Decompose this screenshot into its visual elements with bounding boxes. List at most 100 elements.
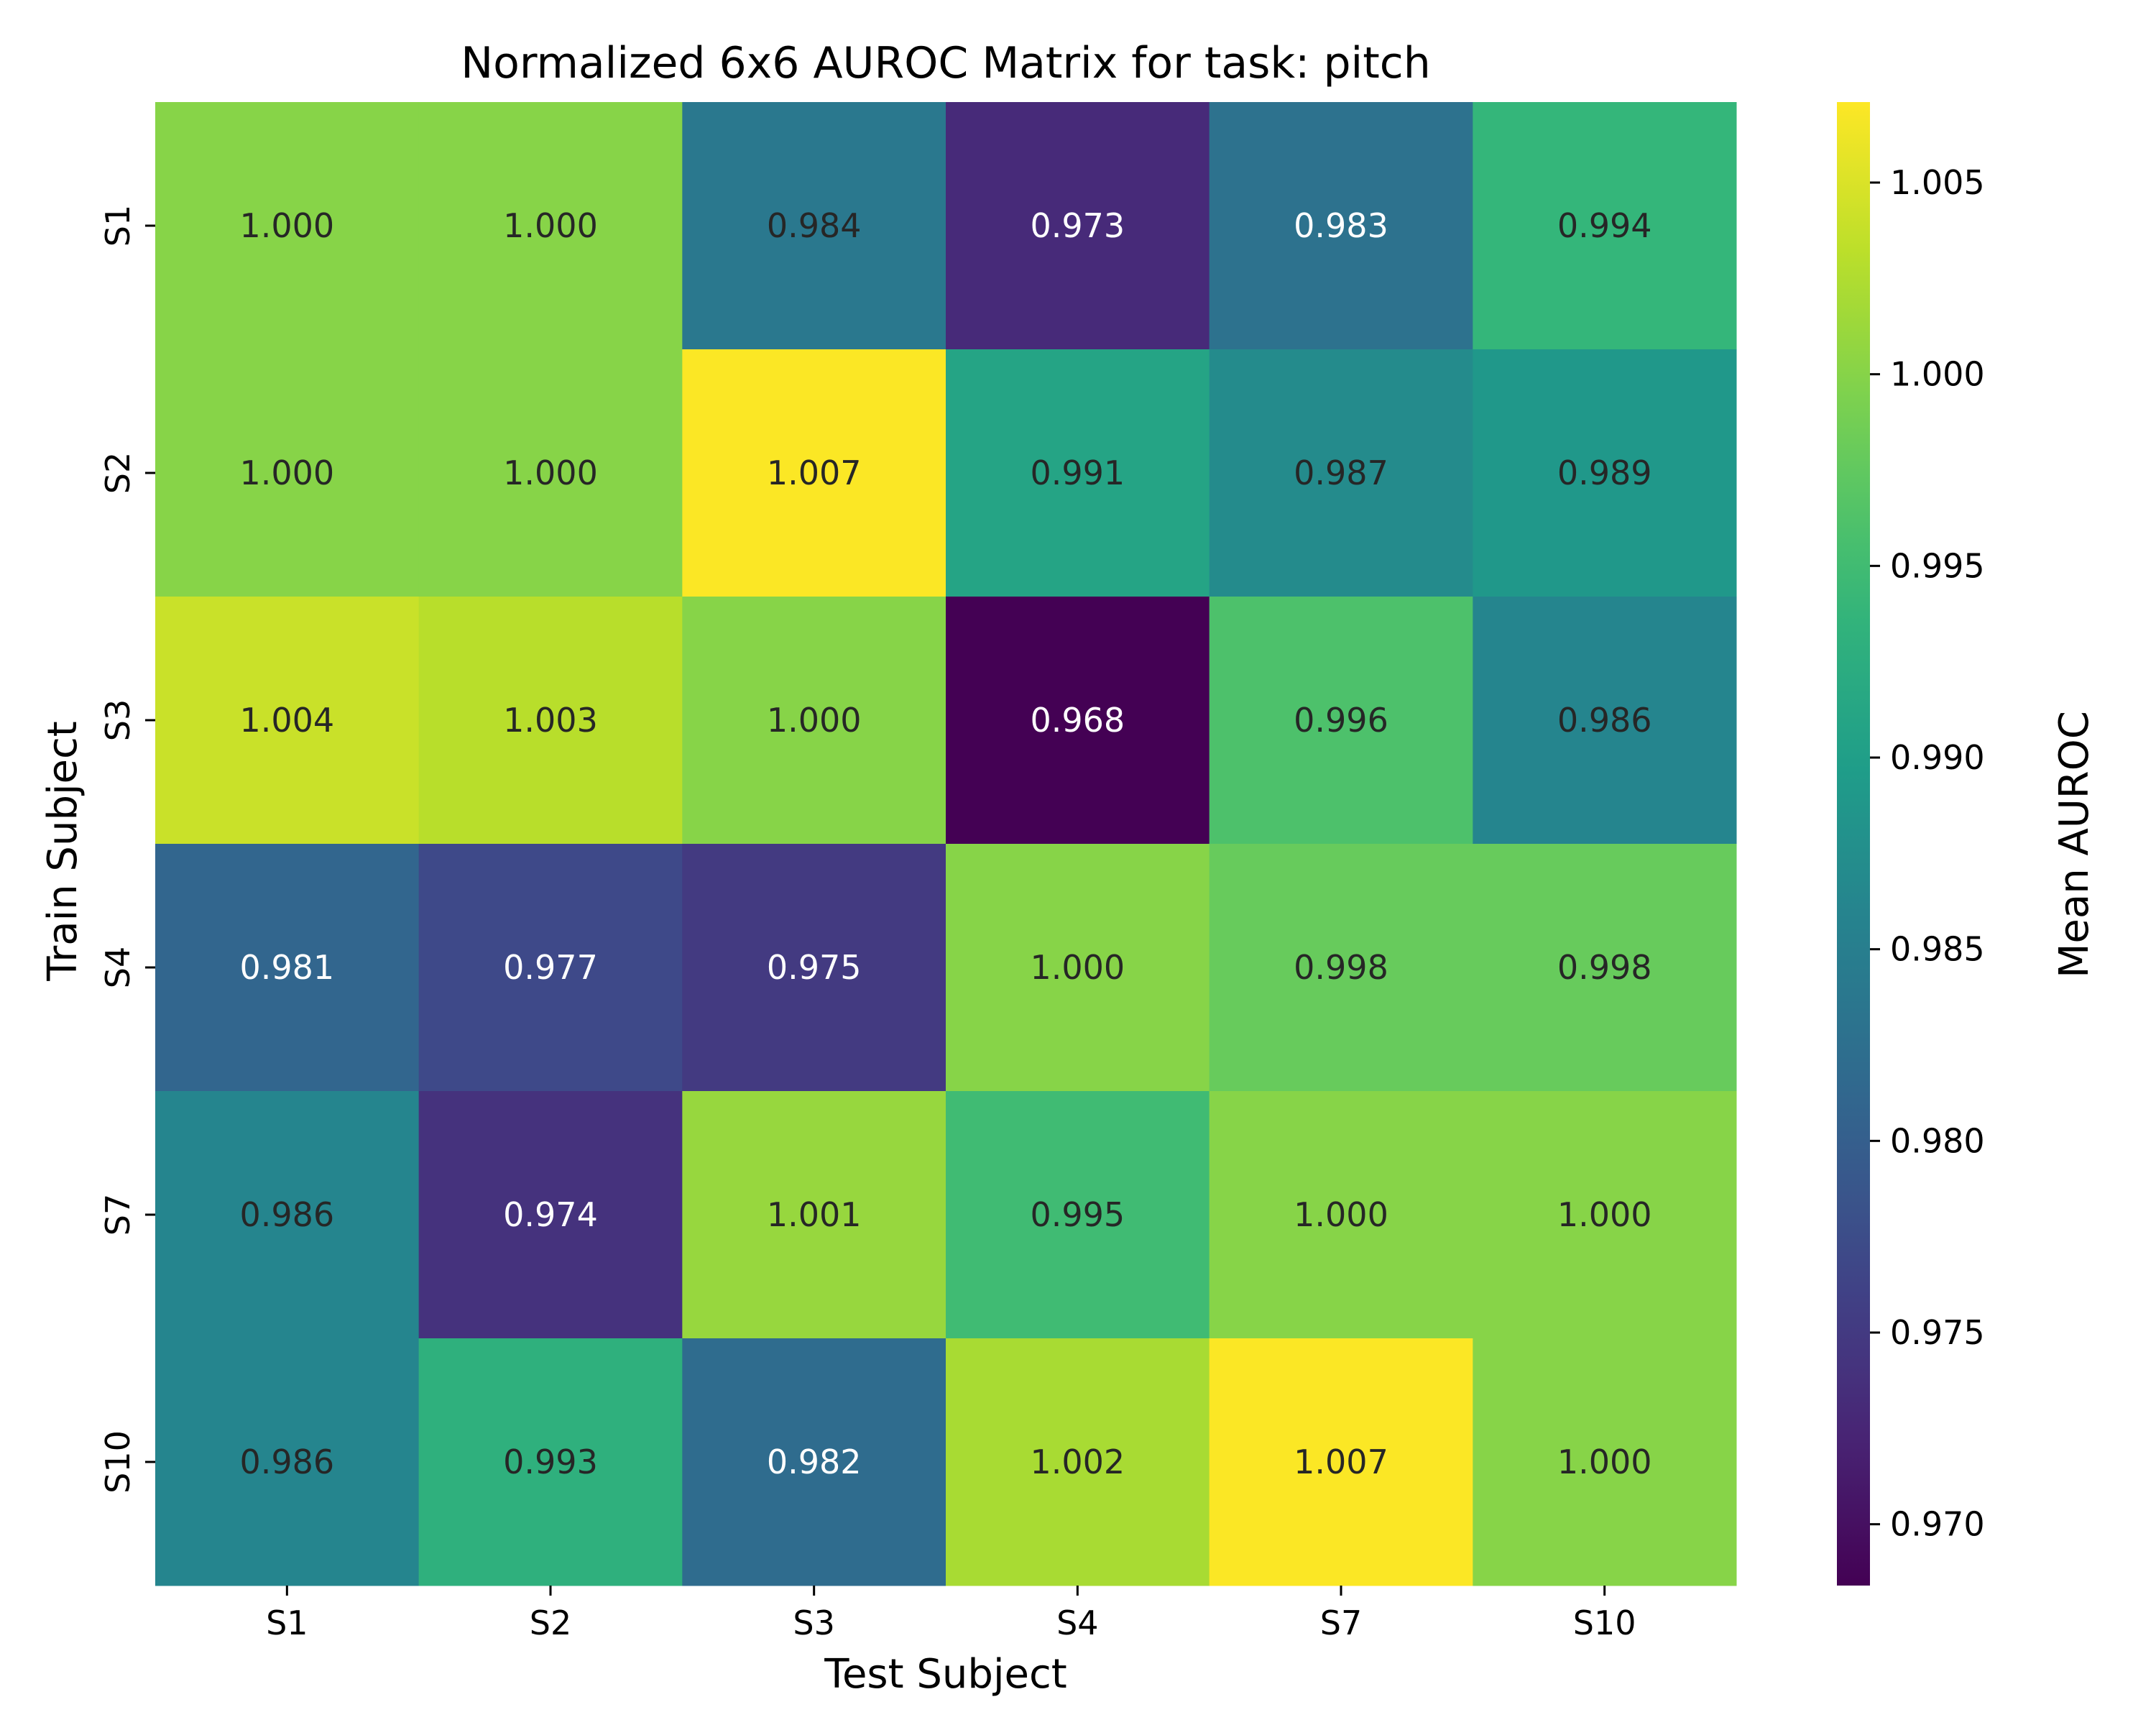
cell-value-label: 1.000 — [503, 206, 598, 245]
cell-value-label: 0.984 — [767, 206, 862, 245]
cell-value-label: 0.993 — [503, 1443, 598, 1481]
heatmap-cell — [155, 844, 420, 1092]
y-tick-label: S4 — [98, 947, 137, 988]
colorbar-tick-label: 0.985 — [1890, 930, 1985, 969]
colorbar-tick-label: 0.980 — [1890, 1121, 1985, 1160]
heatmap-cell — [418, 102, 683, 350]
heatmap-cell — [682, 844, 946, 1092]
cell-value-label: 0.986 — [239, 1195, 334, 1234]
y-tick-label: S2 — [98, 452, 137, 494]
heatmap-cell — [682, 1338, 946, 1586]
heatmap-cell — [946, 349, 1210, 597]
heatmap-cell — [155, 597, 420, 845]
heatmap-cell — [1473, 597, 1737, 845]
colorbar-tick-label: 0.995 — [1890, 546, 1985, 585]
cell-value-label: 1.000 — [1557, 1195, 1652, 1234]
cell-value-label: 0.986 — [1557, 701, 1652, 740]
colorbar-tick-label: 1.005 — [1890, 163, 1985, 202]
heatmap-cell — [155, 1338, 420, 1586]
cell-value-label: 0.975 — [767, 948, 862, 987]
cell-value-label: 0.995 — [1030, 1195, 1125, 1234]
colorbar: 0.970 0.975 0.980 0.985 0.990 0.995 1.000 1.005 — [1837, 102, 1985, 1586]
cell-value-label: 0.996 — [1294, 701, 1388, 740]
cell-value-label: 1.000 — [239, 454, 334, 492]
cell-value-label: 1.002 — [1030, 1443, 1125, 1481]
x-tick-label: S2 — [530, 1604, 571, 1642]
cell-value-label: 0.968 — [1030, 701, 1125, 740]
heatmap-cell — [418, 597, 683, 845]
heatmap-cell — [1473, 349, 1737, 597]
cell-value-label: 0.994 — [1557, 206, 1652, 245]
y-tick-label: S3 — [98, 699, 137, 741]
heatmap-cell — [418, 349, 683, 597]
cell-value-label: 1.004 — [239, 701, 334, 740]
heatmap-cell — [1209, 1338, 1473, 1586]
x-tick-label: S4 — [1056, 1604, 1098, 1642]
cell-value-label: 1.000 — [1030, 948, 1125, 987]
heatmap-cell — [682, 349, 946, 597]
y-tick-label: S10 — [98, 1430, 137, 1494]
cell-value-label: 0.973 — [1030, 206, 1125, 245]
cell-value-label: 0.986 — [239, 1443, 334, 1481]
chart-title: Normalized 6x6 AUROC Matrix for task: pi… — [461, 38, 1431, 88]
y-axis: S1 S2 S3 S4 S7 S10 — [98, 205, 155, 1494]
x-tick-label: S1 — [266, 1604, 308, 1642]
x-tick-label: S3 — [793, 1604, 834, 1642]
cell-value-label: 0.987 — [1294, 454, 1388, 492]
cell-value-label: 1.000 — [767, 701, 862, 740]
heatmap-cell — [1473, 844, 1737, 1092]
x-axis: S1 S2 S3 S4 S7 S10 — [266, 1586, 1636, 1642]
x-tick-label: S10 — [1573, 1604, 1636, 1642]
heatmap-cell — [418, 1091, 683, 1339]
heatmap-cell — [946, 1338, 1210, 1586]
heatmap-cell — [946, 844, 1210, 1092]
heatmap-cell — [1473, 1091, 1737, 1339]
colorbar-label: Mean AUROC — [2051, 711, 2098, 978]
heatmap-cell — [155, 102, 420, 350]
heatmap-cell — [682, 1091, 946, 1339]
colorbar-tick-label: 0.975 — [1890, 1313, 1985, 1352]
heatmap-cells — [155, 102, 1737, 1586]
heatmap-cell — [1209, 844, 1473, 1092]
heatmap-cell — [946, 102, 1210, 350]
heatmap-cell — [1209, 1091, 1473, 1339]
colorbar-tick-label: 0.990 — [1890, 738, 1985, 777]
x-tick-label: S7 — [1320, 1604, 1362, 1642]
cell-value-label: 1.000 — [1557, 1443, 1652, 1481]
cell-value-label: 0.991 — [1030, 454, 1125, 492]
y-tick-label: S7 — [98, 1194, 137, 1236]
heatmap-cell — [1473, 102, 1737, 350]
cell-value-label: 0.974 — [503, 1195, 598, 1234]
cell-value-label: 0.982 — [767, 1443, 862, 1481]
colorbar-tick-label: 1.000 — [1890, 355, 1985, 394]
heatmap-cell — [682, 102, 946, 350]
cell-value-label: 1.000 — [239, 206, 334, 245]
heatmap-cell — [682, 597, 946, 845]
heatmap-cell — [946, 1091, 1210, 1339]
cell-value-label: 0.998 — [1557, 948, 1652, 987]
heatmap-cell — [1209, 102, 1473, 350]
colorbar-tick-label: 0.970 — [1890, 1505, 1985, 1544]
heatmap-cell — [1209, 349, 1473, 597]
heatmap-cell — [1473, 1338, 1737, 1586]
heatmap-cell — [418, 844, 683, 1092]
cell-value-label: 0.981 — [239, 948, 334, 987]
cell-value-label: 0.977 — [503, 948, 598, 987]
heatmap-cell — [1209, 597, 1473, 845]
cell-value-label: 0.998 — [1294, 948, 1388, 987]
heatmap-cell — [155, 349, 420, 597]
y-axis-label: Train Subject — [40, 721, 86, 982]
cell-value-label: 1.003 — [503, 701, 598, 740]
y-tick-label: S1 — [98, 205, 137, 247]
colorbar-bar — [1837, 102, 1870, 1586]
cell-value-label: 1.001 — [767, 1195, 862, 1234]
heatmap-cell — [155, 1091, 420, 1339]
cell-value-label: 1.000 — [503, 454, 598, 492]
heatmap-cell — [418, 1338, 683, 1586]
cell-value-label: 1.000 — [1294, 1195, 1388, 1234]
cell-value-label: 0.989 — [1557, 454, 1652, 492]
heatmap-cell — [946, 597, 1210, 845]
x-axis-label: Test Subject — [824, 1651, 1067, 1698]
cell-value-label: 0.983 — [1294, 206, 1388, 245]
